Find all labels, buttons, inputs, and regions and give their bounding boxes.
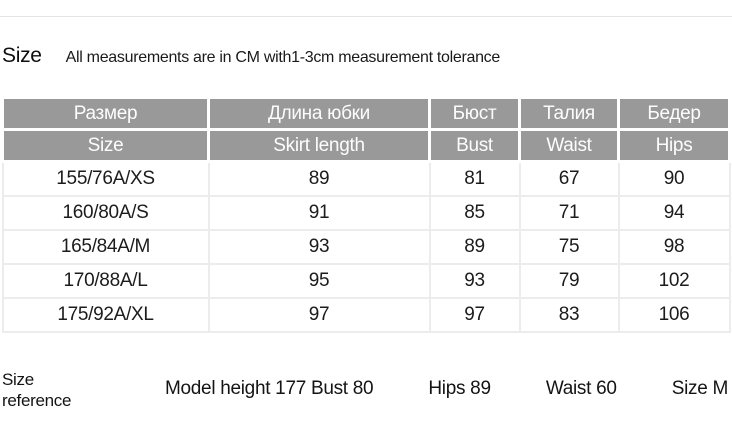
model-info-row: Model height 177 Bust 80 Hips 89 Waist 6… — [165, 369, 728, 400]
model-size: Size M — [671, 377, 729, 399]
size-reference-section: Size reference Model height 177 Bust 80 … — [0, 369, 732, 415]
cell-bust: 85 — [428, 194, 521, 231]
cell-hips: 102 — [617, 262, 731, 299]
cell-waist: 75 — [518, 228, 620, 265]
cell-waist: 71 — [518, 194, 620, 231]
cell-hips: 90 — [617, 160, 731, 197]
cell-bust: 93 — [428, 262, 521, 299]
header-cell-taliya: Талия — [518, 96, 620, 131]
model-waist: Waist 60 — [545, 377, 617, 399]
cell-skirt-length: 89 — [207, 160, 431, 197]
cell-size: 155/76A/XS — [1, 160, 210, 197]
cell-size: 165/84A/M — [1, 228, 210, 265]
cell-size: 160/80A/S — [1, 194, 210, 231]
size-chart-table: Размер Длина юбки Бюст Талия Бедер Size … — [1, 96, 731, 333]
table-row: 160/80A/S 91 85 71 94 — [1, 194, 731, 231]
cell-waist: 79 — [518, 262, 620, 299]
table-row: 175/92A/XL 97 97 83 106 — [1, 296, 731, 333]
header-cell-byust: Бюст — [428, 96, 521, 131]
cell-hips: 106 — [617, 296, 731, 333]
header-cell-dlina-yubki: Длина юбки — [207, 96, 431, 131]
table-row: 155/76A/XS 89 81 67 90 — [1, 160, 731, 197]
table-header-row-ru: Размер Длина юбки Бюст Талия Бедер — [1, 96, 731, 131]
cell-size: 175/92A/XL — [1, 296, 210, 333]
model-hips: Hips 89 — [428, 377, 491, 399]
table-row: 170/88A/L 95 93 79 102 — [1, 262, 731, 299]
page-title: Size — [2, 44, 42, 67]
table-header-row-en: Size Skirt length Bust Waist Hips — [1, 128, 731, 163]
cell-skirt-length: 97 — [207, 296, 431, 333]
cell-hips: 94 — [617, 194, 731, 231]
cell-bust: 97 — [428, 296, 521, 333]
top-divider — [0, 16, 732, 17]
size-reference-label: Size reference — [2, 369, 72, 410]
header-cell-skirt-length: Skirt length — [207, 128, 431, 163]
header-cell-beder: Бедер — [617, 96, 731, 131]
header-cell-size: Size — [1, 128, 210, 163]
cell-size: 170/88A/L — [1, 262, 210, 299]
cell-skirt-length: 91 — [207, 194, 431, 231]
cell-waist: 83 — [518, 296, 620, 333]
cell-skirt-length: 93 — [207, 228, 431, 265]
cell-bust: 89 — [428, 228, 521, 265]
cell-hips: 98 — [617, 228, 731, 265]
cell-waist: 67 — [518, 160, 620, 197]
header-cell-bust: Bust — [428, 128, 521, 163]
header-cell-waist: Waist — [518, 128, 620, 163]
cell-skirt-length: 95 — [207, 262, 431, 299]
model-measurements: Model height 177 Bust 80 — [165, 377, 374, 399]
cell-bust: 81 — [428, 160, 521, 197]
header-cell-hips: Hips — [617, 128, 731, 163]
tolerance-note: All measurements are in CM with1-3cm mea… — [65, 49, 501, 66]
table-row: 165/84A/M 93 89 75 98 — [1, 228, 731, 265]
header-cell-razmer: Размер — [1, 96, 210, 131]
size-section-header: Size All measurements are in CM with1-3c… — [2, 44, 732, 68]
